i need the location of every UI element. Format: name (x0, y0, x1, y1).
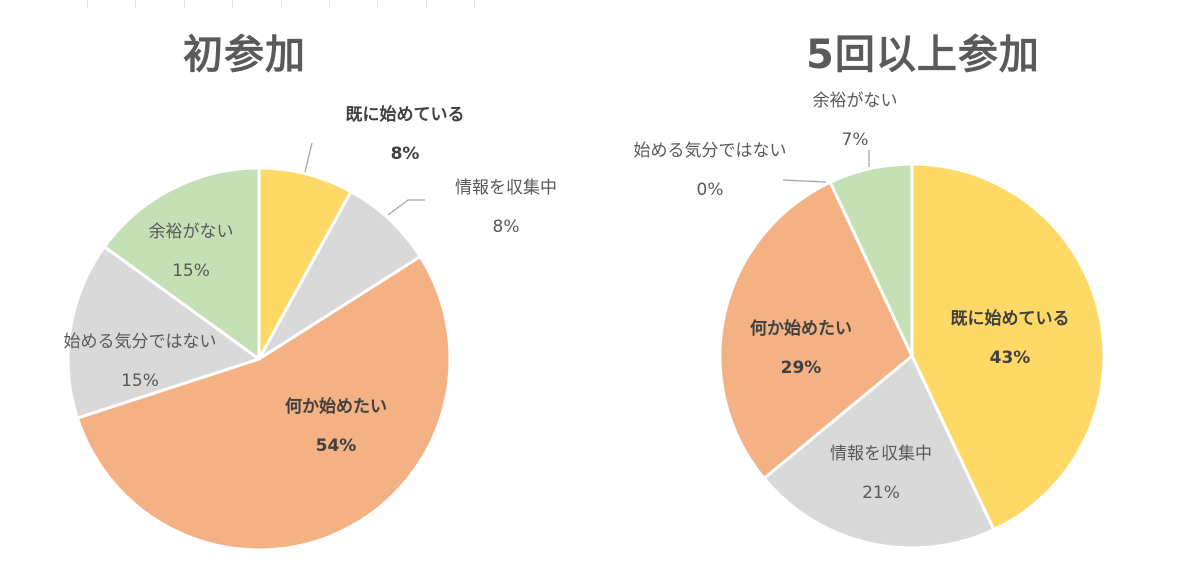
grid-tick (135, 0, 136, 8)
label-percent: 7% (841, 130, 869, 150)
right-label-started: 既に始めている 43% (951, 308, 1070, 369)
left-label-started: 既に始めている 8% (346, 104, 465, 165)
label-percent: 8% (492, 217, 520, 237)
label-percent: 21% (862, 483, 900, 503)
grid-tick (232, 0, 233, 8)
left-label-want: 何か始めたい 54% (285, 396, 387, 457)
right-label-nomood: 始める気分ではない 0% (634, 140, 787, 201)
label-name: 既に始めている (950, 309, 1070, 329)
label-percent: 43% (989, 348, 1031, 368)
label-percent: 54% (315, 436, 357, 456)
leader-line-left-started (304, 142, 313, 173)
right-chart-title: 5回以上参加 (806, 32, 1040, 78)
grid-tick (329, 0, 330, 8)
label-percent: 15% (172, 261, 210, 281)
pie-slice (257, 190, 422, 361)
right-label-info: 情報を収集中 21% (830, 443, 932, 504)
label-percent: 15% (121, 371, 159, 391)
left-chart-title: 初参加 (183, 32, 306, 78)
pie-slice (102, 166, 261, 361)
label-percent: 8% (390, 144, 420, 164)
pie-slice (910, 162, 1106, 532)
grid-tick (87, 0, 88, 8)
grid-tick (426, 0, 427, 8)
pie-slice (75, 255, 452, 552)
pie-slice (762, 354, 996, 550)
label-name: 情報を収集中 (455, 178, 557, 198)
label-name: 既に始めている (345, 105, 465, 125)
grid-tick (281, 0, 282, 8)
label-percent: 0% (696, 180, 724, 200)
leader-line-left-info (387, 199, 425, 216)
label-name: 余裕がない (812, 91, 898, 111)
label-name: 情報を収集中 (830, 444, 932, 464)
label-name: 始める気分ではない (63, 332, 217, 352)
left-label-info: 情報を収集中 8% (455, 177, 557, 238)
label-name: 何か始めたい (750, 319, 852, 339)
left-label-nomood: 始める気分ではない 15% (64, 331, 217, 392)
grid-tick (184, 0, 185, 8)
right-label-want: 何か始めたい 29% (750, 318, 852, 379)
label-percent: 29% (780, 358, 822, 378)
label-name: 始める気分ではない (633, 141, 787, 161)
left-pie (66, 166, 452, 552)
leader-lines (304, 142, 870, 216)
grid-tick (377, 0, 378, 8)
right-pie (718, 162, 1106, 550)
pie-slice (66, 245, 261, 420)
label-name: 余裕がない (148, 222, 234, 242)
left-label-noroom: 余裕がない 15% (149, 221, 234, 282)
right-label-noroom: 余裕がない 7% (813, 90, 898, 151)
leader-line-right-nomood (782, 179, 827, 183)
label-name: 何か始めたい (285, 397, 387, 417)
grid-tick (474, 0, 475, 8)
pie-slice (257, 166, 353, 361)
pie-slice (828, 162, 914, 358)
